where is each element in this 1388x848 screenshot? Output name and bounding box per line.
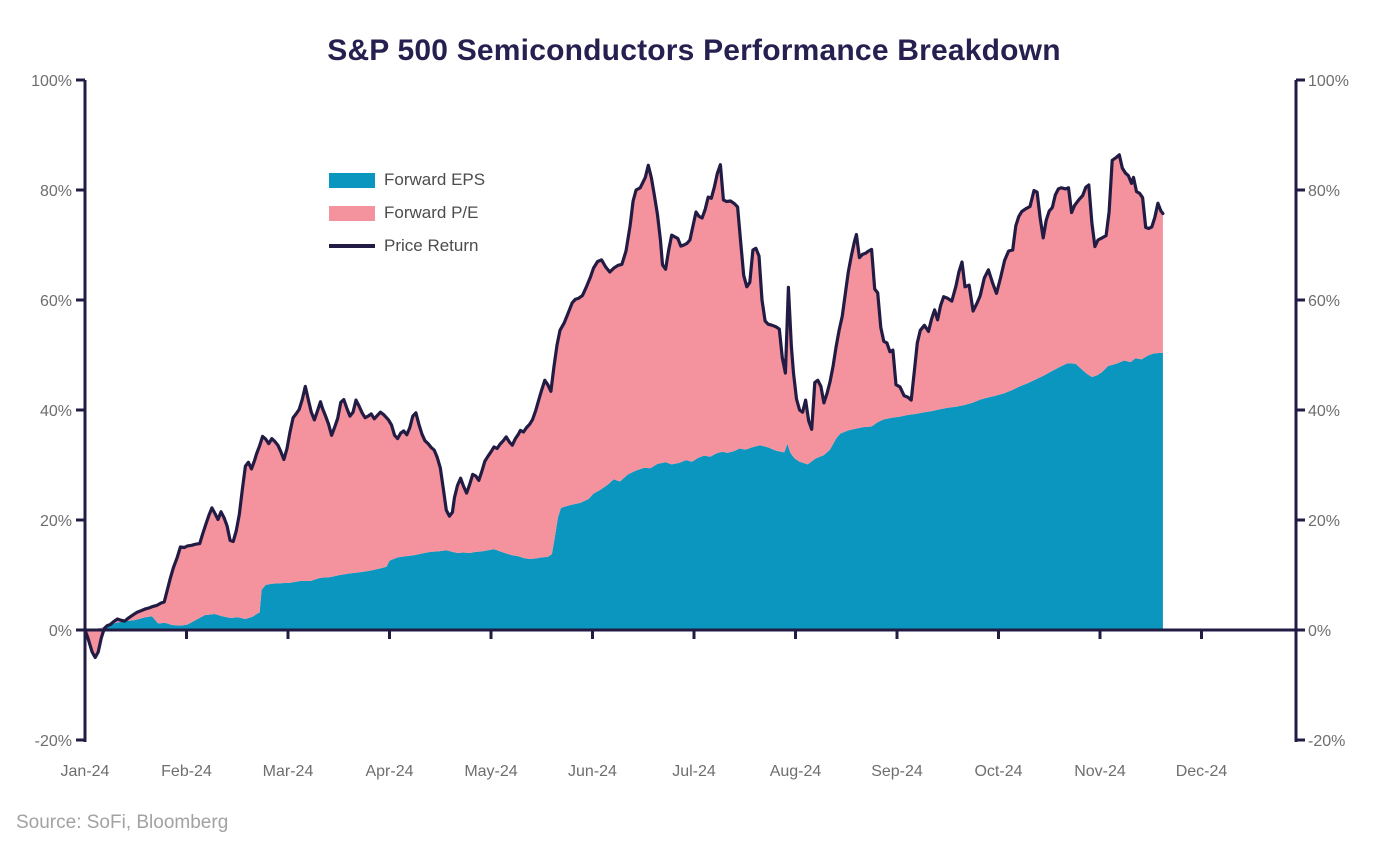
forward-pe-swatch-icon <box>329 205 375 221</box>
y-axis-tick-label-left: 100% <box>31 73 72 90</box>
y-axis-tick-label-right: 100% <box>1308 73 1349 90</box>
x-axis-tick-label: Mar-24 <box>263 763 314 780</box>
y-axis-tick-label-left: 20% <box>40 513 72 530</box>
legend-item-forward-eps: Forward EPS <box>329 170 486 189</box>
legend-label: Forward EPS <box>384 170 486 189</box>
x-axis-tick-label: Aug-24 <box>770 763 822 780</box>
price-return-line <box>83 153 1165 660</box>
x-axis-tick-label: Dec-24 <box>1176 763 1228 780</box>
forward-eps-swatch-icon <box>329 172 375 188</box>
legend-item-forward-pe: Forward P/E <box>329 203 485 222</box>
legend-label: Price Return <box>384 236 479 255</box>
y-axis-tick-label-right: -20% <box>1308 733 1345 750</box>
x-axis-tick-label: Apr-24 <box>365 763 413 780</box>
y-axis-tick-label-right: 20% <box>1308 513 1340 530</box>
y-axis-tick-label-right: 80% <box>1308 183 1340 200</box>
y-axis-tick-label-right: 0% <box>1308 623 1331 640</box>
price-return-line-swatch-icon <box>329 244 375 248</box>
x-axis-tick-label: Nov-24 <box>1074 763 1126 780</box>
legend-item-price-return: Price Return <box>329 236 485 255</box>
forward-pe-area <box>85 154 1163 658</box>
y-axis-tick-label-left: 0% <box>49 623 72 640</box>
x-axis-tick-label: Oct-24 <box>974 763 1022 780</box>
y-axis-tick-label-left: 60% <box>40 293 72 310</box>
legend-label: Forward P/E <box>384 203 479 222</box>
chart-title: S&P 500 Semiconductors Performance Break… <box>327 34 1061 68</box>
forward-eps-area <box>85 352 1163 630</box>
x-axis-tick-label: Sep-24 <box>871 763 923 780</box>
y-axis-tick-label-left: 80% <box>40 183 72 200</box>
x-axis-tick-label: Jun-24 <box>568 763 617 780</box>
source-attribution: Source: SoFi, Bloomberg <box>16 812 229 833</box>
y-axis-tick-label-left: 40% <box>40 403 72 420</box>
y-axis-tick-label-left: -20% <box>35 733 72 750</box>
legend: Forward EPS Forward P/E Price Return <box>329 170 486 255</box>
y-axis-tick-label-right: 40% <box>1308 403 1340 420</box>
x-axis-tick-label: Feb-24 <box>161 763 212 780</box>
x-axis-tick-label: Jul-24 <box>672 763 716 780</box>
y-axis-tick-label-right: 60% <box>1308 293 1340 310</box>
x-axis-tick-label: Jan-24 <box>61 763 110 780</box>
x-axis-tick-label: May-24 <box>464 763 517 780</box>
